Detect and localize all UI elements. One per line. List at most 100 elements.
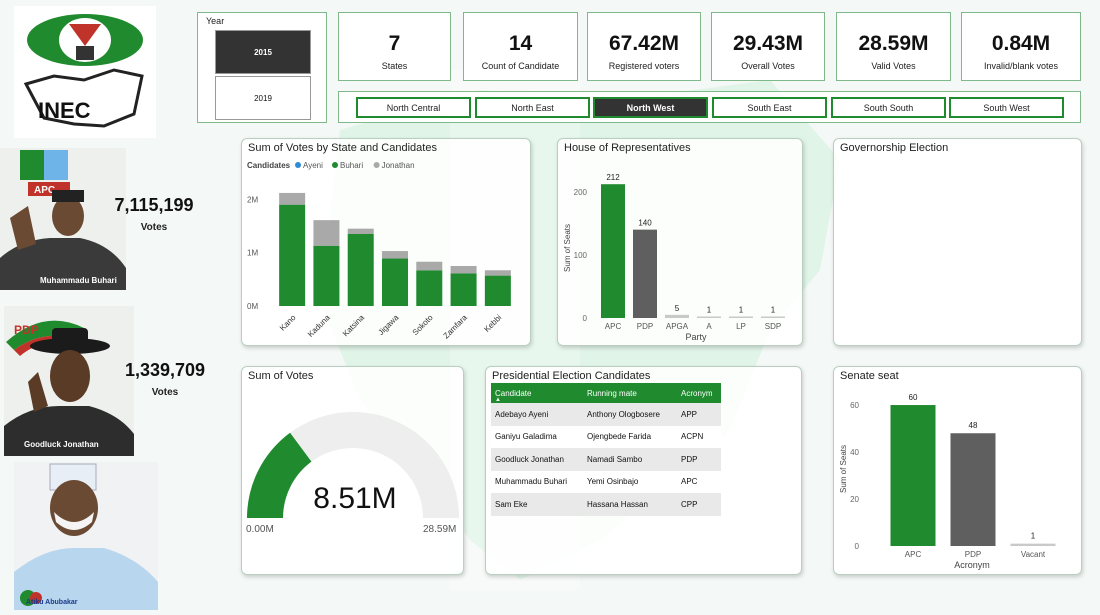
- table-row[interactable]: Ganiyu Galadima Ojengbede Farida ACPN: [491, 425, 721, 448]
- votes-by-state-chart: Candidates Ayeni Buhari Jonathan 0M 1M 2M Kano K…: [247, 161, 511, 341]
- candidates-table-title: Presidential Election Candidates: [492, 370, 651, 382]
- region-north-west[interactable]: North West: [593, 97, 708, 118]
- kpi-value: 28.59M: [858, 32, 929, 55]
- legend-marker-buhari: [332, 162, 338, 168]
- data-label: 1: [1031, 532, 1036, 541]
- year-option-2015[interactable]: 2015: [215, 30, 311, 74]
- bar-jonathan-zamfara: [450, 266, 477, 274]
- table-cell: Sam Eke: [491, 493, 583, 516]
- gauge-track: [247, 412, 459, 518]
- atiku-name-label: Atiku Abubakar: [26, 599, 78, 606]
- kpi-value: 67.42M: [608, 32, 680, 55]
- kpi-count-candidate: 14 Count of Candidate: [463, 12, 578, 81]
- table-row[interactable]: Adebayo Ayeni Anthony Ologbosere APP: [491, 403, 721, 426]
- y-tick-label: 0M: [247, 302, 258, 311]
- table-cell: Ganiyu Galadima: [491, 425, 583, 448]
- inec-logo-text: INEC: [38, 98, 91, 123]
- x-tick-label: APC: [605, 322, 622, 331]
- kpi-states: 7 States: [338, 12, 451, 81]
- bar-jonathan-kebbi: [484, 270, 511, 276]
- jonathan-name-label: Goodluck Jonathan: [24, 440, 99, 449]
- table-cell: APC: [677, 470, 721, 493]
- legend-marker-ayeni: [295, 162, 301, 168]
- house-reps-title: House of Representatives: [564, 142, 691, 154]
- governorship-title: Governorship Election: [840, 142, 949, 154]
- region-north-central[interactable]: North Central: [356, 97, 471, 118]
- bar-apc: [890, 405, 936, 546]
- kpi-label: Registered voters: [608, 61, 680, 71]
- y-tick-label: 40: [850, 448, 859, 457]
- votes-by-state-title: Sum of Votes by State and Candidates: [248, 142, 437, 154]
- table-cell: Namadi Sambo: [583, 448, 677, 471]
- data-label: 5: [675, 304, 680, 313]
- kpi-registered-voters: 67.42M Registered voters: [587, 12, 701, 81]
- column-header-acronym[interactable]: Acronym: [677, 383, 721, 403]
- region-north-east[interactable]: North East: [475, 97, 590, 118]
- y-tick-label: 20: [850, 495, 859, 504]
- bar-lp: [729, 316, 753, 318]
- x-tick-label: Zamfara: [442, 313, 470, 341]
- kpi-value: 29.43M: [732, 32, 804, 55]
- legend-marker-jonathan: [373, 162, 380, 168]
- table-row[interactable]: Muhammadu Buhari Yemi Osinbajo APC: [491, 470, 721, 493]
- bar-a: [697, 316, 721, 318]
- bar-apc: [601, 184, 625, 318]
- bar-buhari-zamfara: [450, 273, 477, 306]
- jonathan-votes-label: Votes: [151, 387, 179, 398]
- region-south-west[interactable]: South West: [949, 97, 1064, 118]
- table-cell: Anthony Ologbosere: [583, 403, 677, 426]
- table-row[interactable]: Goodluck Jonathan Namadi Sambo PDP: [491, 448, 721, 471]
- x-tick-label: Kebbi: [482, 313, 503, 334]
- senate-title: Senate seat: [840, 370, 899, 382]
- table-cell: Goodluck Jonathan: [491, 448, 583, 471]
- table-cell: Hassana Hassan: [583, 493, 677, 516]
- senate-chart: 0 20 40 60 Sum of Seats Acronym 60 APC 48 PDP 1 Vac…: [839, 393, 1056, 570]
- kpi-invalid-votes: 0.84M Invalid/blank votes: [961, 12, 1081, 81]
- region-slicer: North Central North East North West Sout…: [338, 91, 1081, 123]
- x-tick-label: Jigawa: [376, 313, 400, 337]
- legend-label-buhari: Buhari: [340, 161, 363, 170]
- column-header-candidate[interactable]: Candidate ▲: [491, 383, 583, 403]
- table-cell: CPP: [677, 493, 721, 516]
- data-label: 1: [771, 306, 776, 315]
- bar-jonathan-jigawa: [382, 251, 408, 259]
- year-option-2019[interactable]: 2019: [215, 76, 311, 120]
- table-cell: PDP: [677, 448, 721, 471]
- table-row[interactable]: Sam Eke Hassana Hassan CPP: [491, 493, 721, 516]
- region-south-south[interactable]: South South: [831, 97, 946, 118]
- inec-logo: INEC: [14, 6, 156, 138]
- jonathan-photo: PDP Goodluck Jonathan: [4, 306, 134, 456]
- house-reps-chart: 0 100 200 Sum of Seats Party 212 APC 140 PDP 5 APG…: [563, 173, 785, 342]
- bar-vacant: [1010, 543, 1056, 546]
- x-tick-label: APGA: [666, 322, 689, 331]
- gauge-min-label: 0.00M: [246, 524, 274, 535]
- year-slicer: Year 2015 2019: [197, 12, 327, 123]
- y-tick-label: 60: [850, 401, 859, 410]
- x-tick-label: Kaduna: [306, 313, 332, 339]
- x-tick-label: PDP: [965, 550, 981, 559]
- bar-buhari-katsina: [347, 234, 374, 306]
- sum-of-votes-title: Sum of Votes: [248, 370, 314, 382]
- table-cell: ACPN: [677, 425, 721, 448]
- kpi-overall-votes: 29.43M Overall Votes: [711, 12, 825, 81]
- column-header-running-mate[interactable]: Running mate: [583, 383, 677, 403]
- buhari-name-label: Muhammadu Buhari: [40, 276, 117, 285]
- y-tick-label: 100: [574, 251, 588, 260]
- region-south-east[interactable]: South East: [712, 97, 827, 118]
- table-cell: Adebayo Ayeni: [491, 403, 583, 426]
- gauge-fill: [247, 432, 312, 518]
- gauge-value: 8.51M: [313, 482, 397, 515]
- y-tick-label: 2M: [247, 195, 258, 204]
- x-tick-label: SDP: [765, 322, 781, 331]
- pdp-logo-text: PDP: [14, 323, 39, 337]
- table-cell: APP: [677, 403, 721, 426]
- bar-buhari-kaduna: [313, 245, 340, 306]
- buhari-votes-label: Votes: [140, 222, 168, 233]
- x-tick-label: LP: [736, 322, 746, 331]
- y-tick-label: 1M: [247, 249, 258, 258]
- sort-ascending-icon: ▲: [495, 397, 501, 403]
- bar-jonathan-katsina: [347, 228, 374, 234]
- y-axis-label: Sum of Seats: [563, 224, 572, 272]
- data-label: 60: [909, 393, 918, 402]
- bar-jonathan-sokoto: [416, 261, 443, 271]
